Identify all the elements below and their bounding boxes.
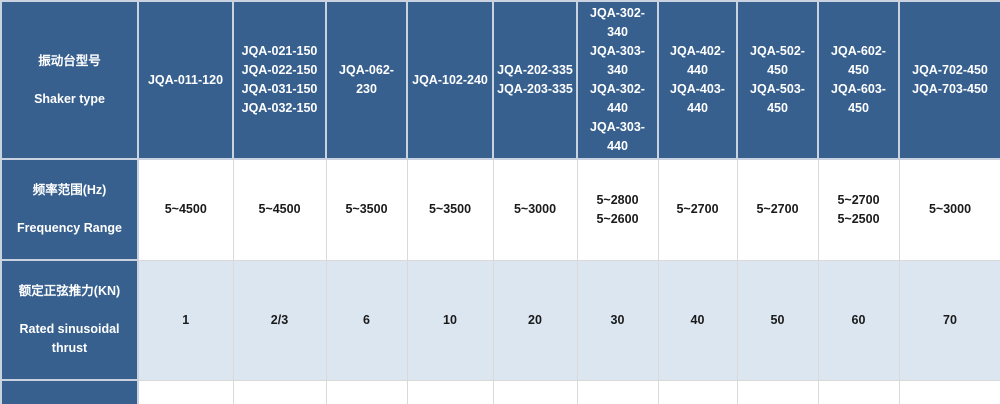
frequency-value: 5~2700 5~2500 bbox=[817, 158, 900, 261]
shock-value: 20 bbox=[406, 379, 494, 404]
thrust-value: 30 bbox=[576, 259, 659, 381]
shock-value: 4/6 bbox=[232, 379, 327, 404]
thrust-value: 60 bbox=[817, 259, 900, 381]
row-label-zh: 振动台型号 bbox=[38, 53, 101, 68]
shock-value: 12 bbox=[325, 379, 408, 404]
header-cell-model-2: JQA-021-150 JQA-022-150 JQA-031-150 JQA-… bbox=[232, 0, 327, 160]
header-cell-model-9: JQA-602-450 JQA-603-450 bbox=[817, 0, 900, 160]
frequency-value: 5~3000 bbox=[898, 158, 1000, 261]
thrust-value: 40 bbox=[657, 259, 738, 381]
frequency-value: 5~2700 bbox=[657, 158, 738, 261]
frequency-value: 5~3500 bbox=[406, 158, 494, 261]
shock-value: 80/120* bbox=[657, 379, 738, 404]
header-cell-model-5: JQA-202-335 JQA-203-335 bbox=[492, 0, 578, 160]
header-cell-model-4: JQA-102-240 bbox=[406, 0, 494, 160]
frequency-value: 5~4500 bbox=[137, 158, 234, 261]
shock-force-row: 冲击激振力(KN) Shock force 2 4/6 12 20 40/60*… bbox=[0, 379, 1000, 404]
row-label-en: Rated sinusoidal thrust bbox=[19, 322, 120, 355]
thrust-value: 6 bbox=[325, 259, 408, 381]
rated-thrust-row-label: 额定正弦推力(KN) Rated sinusoidal thrust bbox=[0, 259, 139, 381]
shock-value: 140 bbox=[898, 379, 1000, 404]
header-cell-model-1: JQA-011-120 bbox=[137, 0, 234, 160]
thrust-value: 70 bbox=[898, 259, 1000, 381]
header-row: 振动台型号 Shaker type JQA-011-120 JQA-021-15… bbox=[0, 0, 1000, 160]
frequency-value: 5~3500 bbox=[325, 158, 408, 261]
shock-value: 40/60* bbox=[492, 379, 578, 404]
shock-value: 100/150* bbox=[736, 379, 819, 404]
frequency-value: 5~3000 bbox=[492, 158, 578, 261]
frequency-value: 5~2800 5~2600 bbox=[576, 158, 659, 261]
header-cell-model-10: JQA-702-450 JQA-703-450 bbox=[898, 0, 1000, 160]
thrust-value: 2/3 bbox=[232, 259, 327, 381]
shock-value: 120/180* bbox=[817, 379, 900, 404]
frequency-value: 5~2700 bbox=[736, 158, 819, 261]
shock-value: 2 bbox=[137, 379, 234, 404]
shock-value: 60/90* bbox=[576, 379, 659, 404]
header-cell-model-8: JQA-502-450 JQA-503-450 bbox=[736, 0, 819, 160]
row-label-en: Shaker type bbox=[34, 91, 105, 106]
thrust-value: 10 bbox=[406, 259, 494, 381]
thrust-value: 20 bbox=[492, 259, 578, 381]
frequency-range-row: 频率范围(Hz) Frequency Range 5~4500 5~4500 5… bbox=[0, 158, 1000, 261]
row-label-zh: 频率范围(Hz) bbox=[32, 183, 107, 197]
header-row-label: 振动台型号 Shaker type bbox=[0, 0, 139, 160]
thrust-value: 1 bbox=[137, 259, 234, 381]
shock-force-row-label: 冲击激振力(KN) Shock force bbox=[0, 379, 139, 404]
row-label-en: Frequency Range bbox=[17, 221, 122, 235]
header-cell-model-3: JQA-062-230 bbox=[325, 0, 408, 160]
rated-thrust-row: 额定正弦推力(KN) Rated sinusoidal thrust 1 2/3… bbox=[0, 259, 1000, 381]
frequency-range-row-label: 频率范围(Hz) Frequency Range bbox=[0, 158, 139, 261]
header-cell-model-7: JQA-402-440 JQA-403-440 bbox=[657, 0, 738, 160]
frequency-value: 5~4500 bbox=[232, 158, 327, 261]
thrust-value: 50 bbox=[736, 259, 819, 381]
header-cell-model-6: JQA-302-340 JQA-303-340 JQA-302-440 JQA-… bbox=[576, 0, 659, 160]
row-label-zh: 额定正弦推力(KN) bbox=[18, 284, 121, 298]
